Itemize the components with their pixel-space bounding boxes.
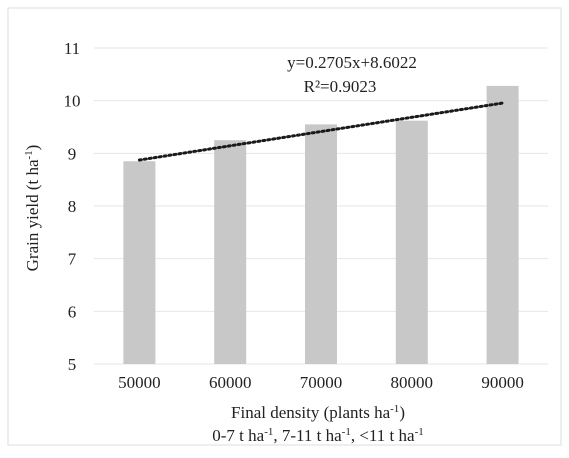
trendline-group xyxy=(137,101,505,162)
x-sublabel-sup-3: -1 xyxy=(415,426,424,438)
y-axis-ticks: 5 6 7 8 9 10 11 xyxy=(64,39,81,374)
x-sublabel-part-2: , 7-11 t ha xyxy=(273,426,342,445)
x-tick-label: 90000 xyxy=(481,373,524,392)
y-axis-label: Grain yield (t ha-1) xyxy=(23,145,42,272)
bars xyxy=(123,85,519,365)
x-axis-sublabel: 0-7 t ha-1, 7-11 t ha-1, <11 t ha-1 xyxy=(212,426,424,445)
x-axis-label-sup: -1 xyxy=(390,403,399,415)
x-sublabel-part-1: 0-7 t ha xyxy=(212,426,264,445)
y-tick-label: 7 xyxy=(68,250,77,269)
y-tick-label: 11 xyxy=(64,39,80,58)
x-tick-label: 80000 xyxy=(391,373,434,392)
y-tick-label: 6 xyxy=(68,302,77,321)
trendline-r2: R²=0.9023 xyxy=(304,77,377,96)
y-tick-label: 5 xyxy=(68,355,77,374)
trendline xyxy=(137,101,505,162)
x-sublabel-part-3: , <11 t ha xyxy=(351,426,415,445)
x-tick-label: 50000 xyxy=(118,373,161,392)
y-axis-label-main: Grain yield (t ha xyxy=(23,159,42,271)
y-tick-label: 9 xyxy=(68,144,77,163)
x-tick-label: 60000 xyxy=(209,373,252,392)
x-axis-label: Final density (plants ha-1) xyxy=(231,403,405,422)
bar-70000 xyxy=(305,124,337,364)
x-sublabel-sup-1: -1 xyxy=(264,426,273,438)
chart-frame xyxy=(7,7,562,446)
x-axis-label-main: Final density (plants ha xyxy=(231,403,391,422)
bar-80000 xyxy=(395,120,428,365)
bar-50000 xyxy=(123,161,156,364)
trendline-equation: y=0.2705x+8.6022 xyxy=(287,53,417,72)
x-axis-ticks: 50000 60000 70000 80000 90000 xyxy=(118,373,524,392)
x-axis-label-close: ) xyxy=(399,403,405,422)
y-axis-label-close: ) xyxy=(23,145,42,151)
bar-60000 xyxy=(214,140,247,364)
bar-90000 xyxy=(486,85,519,365)
x-tick-label: 70000 xyxy=(300,373,343,392)
y-axis-label-sup: -1 xyxy=(23,150,35,159)
x-sublabel-sup-2: -1 xyxy=(342,426,351,438)
y-tick-label: 8 xyxy=(68,197,77,216)
y-tick-label: 10 xyxy=(64,92,81,111)
